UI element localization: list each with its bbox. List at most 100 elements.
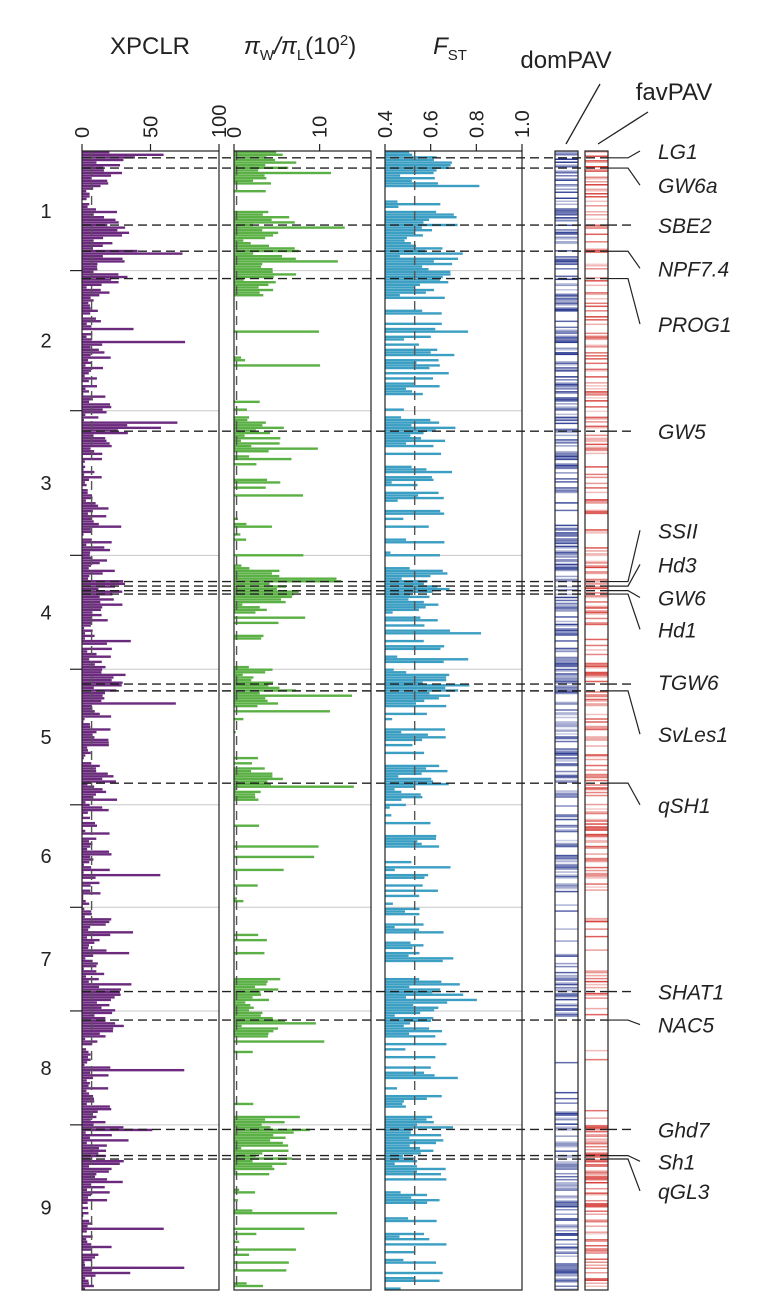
favpav-variant-line [585,818,608,821]
xpclr-bar [82,816,91,820]
dompav-variant-line [555,259,578,261]
dompav-variant-line [555,854,578,857]
xpclr-bar [82,309,98,313]
xpclr-bar [82,390,90,393]
favpav-variant-line [585,1193,608,1196]
xpclr-bar [82,1227,164,1230]
favpav-variant-line [585,421,608,423]
gene-label-ghd7: Ghd7 [658,1119,711,1142]
xpclr-bar [82,881,100,885]
fst-bar [385,1162,395,1165]
fst-bar [385,312,442,315]
pi-bar [234,1006,254,1009]
xpclr-bar [82,1167,112,1171]
dompav-variant-line [555,1141,578,1143]
dompav-variant-line [555,1234,578,1236]
pi-bar [234,1152,263,1155]
favpav-variant-line [585,184,608,186]
favpav-variant-line [585,248,608,251]
dompav-variant-line [555,284,578,287]
favpav-variant-line [585,665,608,668]
favpav-variant-line [585,571,608,573]
pi-ratio-header: πW/πL(102) [244,32,356,64]
xpclr-bar [82,938,100,942]
xpclr-bar [82,465,86,469]
pi-frame [233,150,372,1291]
pi-bar [234,1253,250,1256]
xpclr-bar [82,616,92,619]
favpav-variant-line [585,188,608,191]
dompav-variant-line [555,1199,578,1202]
favpav-variant-line [585,1181,608,1184]
fst-bar [385,262,453,266]
dompav-variant-line [555,701,578,704]
dompav-variant-line [555,712,578,714]
pi-bar [234,242,251,245]
pi-bar [234,788,237,791]
favpav-variant-line [585,866,608,869]
dompav-variant-line [555,971,578,974]
xpclr-bar [82,996,115,999]
xpclr-bar [82,182,109,185]
favpav-variant-line [585,332,608,335]
xpclr-bar [82,561,100,565]
pi-bar [234,665,249,669]
favpav-variant-line [585,919,608,921]
fst-bar [385,1071,425,1074]
pi-bar [234,634,264,638]
pi-label-mid: /π [272,33,298,60]
xpclr-bar [82,359,89,362]
xpclr-bar [82,1253,99,1256]
dompav-variant-line [555,628,578,630]
dompav-variant-line [555,376,578,378]
xpclr-bar [82,190,87,193]
fst-bar [385,205,399,209]
pi-bar [234,244,269,248]
dompav-variant-line [555,440,578,443]
favpav-variant-line [585,452,608,455]
xpclr-bar [82,192,90,196]
pi-bar [234,270,273,274]
dompav-variant-line [555,1267,578,1269]
fst-bar [385,884,423,887]
xpclr-bar [82,1133,112,1137]
dompav-variant-line [555,191,578,194]
fst-bar [385,1159,418,1163]
xpclr-bar [82,642,107,645]
xpclr-bar [82,1087,109,1090]
fst-bar [385,252,463,255]
fst-bar [385,569,443,573]
pi-bar [234,1165,273,1168]
dompav-variant-line [555,301,578,303]
dompav-variant-line [555,166,578,168]
favpav-variant-line [585,1282,608,1284]
dompav-variant-line [555,158,578,161]
dompav-variant-line [555,670,578,672]
dompav-variant-line [555,673,578,675]
fst-bar [385,993,464,996]
favpav-variant-line [585,649,608,651]
pi-bar [234,281,276,284]
dompav-variant-line [555,172,578,174]
xpclr-bar [82,925,91,929]
pi-bar [234,772,273,775]
fst-bar [385,751,425,755]
dompav-variant-line [555,1112,578,1115]
dompav-variant-line [555,728,578,731]
dompav-variant-line [555,367,578,369]
fst-bar [385,1196,412,1199]
pi-bar [234,447,318,450]
favpav-variant-line [585,676,608,678]
dompav-variant-line [555,431,578,434]
xpclr-bar [82,1107,112,1111]
dompav-variant-line [555,748,578,750]
xpclr-bar [82,1131,86,1134]
favpav-variant-line [585,1109,608,1112]
xpclr-bar [82,619,108,622]
dompav-variant-line [555,209,578,212]
favpav-variant-line [585,193,608,195]
favpav-variant-line [585,1232,608,1235]
dompav-variant-line [555,1129,578,1131]
xpclr-bar [82,915,85,918]
xpclr-bar [82,1170,109,1173]
